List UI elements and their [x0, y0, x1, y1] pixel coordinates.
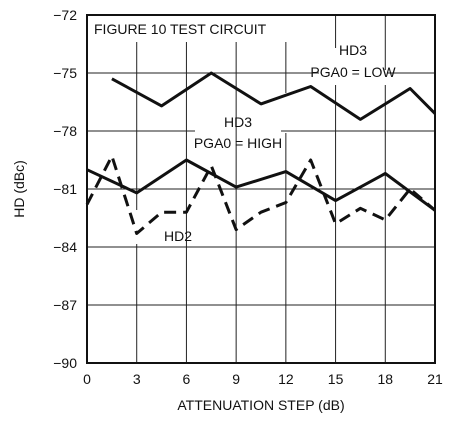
x-axis-label: ATTENUATION STEP (dB) [177, 397, 344, 413]
x-tick-label: 6 [183, 371, 191, 387]
x-tick-label: 21 [427, 371, 443, 387]
plot-frame [86, 14, 436, 364]
y-tick-label: −81 [53, 181, 77, 197]
pga0-low-label: PGA0 = LOW [310, 64, 396, 80]
x-tick-label: 0 [83, 371, 91, 387]
hd3-high-line [86, 158, 436, 212]
test-circuit-annotation: FIGURE 10 TEST CIRCUIT [94, 21, 267, 37]
hd3-low-label: HD3 [339, 42, 367, 58]
pga0-high-label: PGA0 = HIGH [194, 135, 282, 151]
x-tick-label: 18 [377, 371, 393, 387]
x-tick-label: 12 [278, 371, 294, 387]
hd2-line [85, 154, 436, 235]
y-tick-label: −75 [53, 65, 77, 81]
y-tick-label: −90 [53, 355, 77, 371]
x-tick-label: 15 [328, 371, 344, 387]
series-lines [85, 71, 437, 235]
hd3-low-line [111, 71, 437, 121]
hd2-label: HD2 [164, 228, 192, 244]
y-tick-label: −72 [53, 7, 77, 23]
y-tick-label: −87 [53, 297, 77, 313]
hd3-high-label: HD3 [224, 114, 252, 130]
y-axis-label: HD (dBc) [11, 160, 27, 218]
grid [87, 15, 435, 363]
x-tick-label: 9 [232, 371, 240, 387]
y-tick-label: −78 [53, 123, 77, 139]
x-tick-label: 3 [133, 371, 141, 387]
tick-labels: −72 −75 −78 −81 −84 −87 −90 0 3 6 9 12 15 18 21 [53, 7, 443, 387]
y-tick-label: −84 [53, 239, 77, 255]
